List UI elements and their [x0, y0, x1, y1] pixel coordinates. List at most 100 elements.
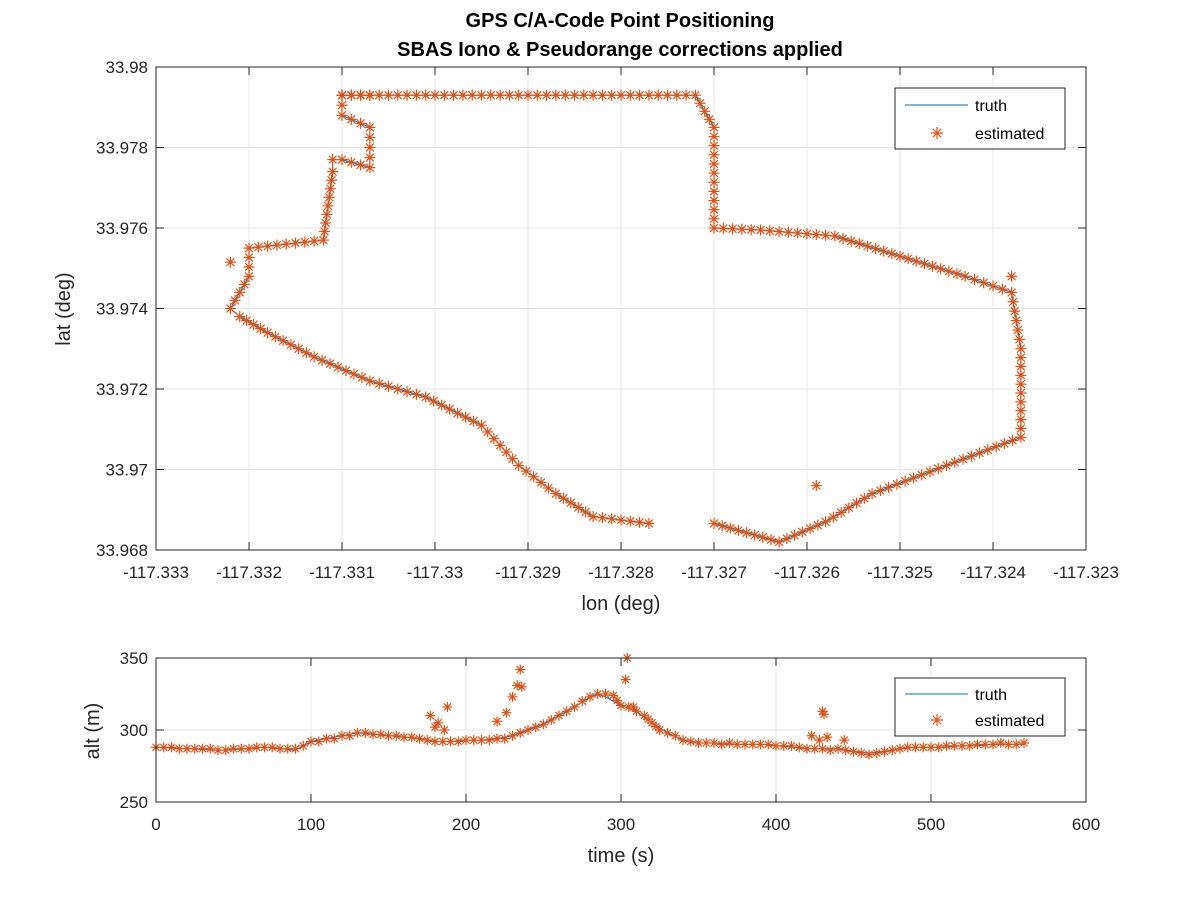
estimated-marker [324, 358, 336, 370]
x-tick-label: 200 [452, 815, 480, 834]
estimated-marker [982, 444, 994, 456]
estimated-marker [1015, 352, 1027, 364]
estimated-marker [234, 311, 246, 323]
estimated-marker [829, 230, 841, 242]
estimated-marker [717, 222, 729, 234]
estimated-marker [166, 742, 177, 753]
estimated-marker [348, 368, 360, 380]
estimated-marker [262, 240, 274, 252]
estimated-marker [520, 465, 532, 477]
estimated-marker [778, 740, 789, 751]
estimated-marker [364, 152, 376, 164]
estimated-marker [643, 517, 655, 529]
estimated-marker [401, 89, 413, 101]
top-y-axis-label: lat (deg) [53, 272, 75, 345]
estimated-marker [652, 89, 664, 101]
estimated-marker [708, 222, 720, 234]
estimated-marker [401, 386, 413, 398]
estimated-marker [580, 506, 592, 518]
estimated-marker [856, 748, 867, 759]
estimated-marker [364, 162, 376, 174]
estimated-marker [620, 674, 631, 685]
estimated-marker [452, 407, 464, 419]
x-tick-label: -117.329 [495, 563, 561, 582]
estimated-marker [918, 258, 930, 270]
estimated-marker [429, 89, 441, 101]
bottom-legend: truth estimated [894, 677, 1066, 737]
estimated-marker [634, 516, 646, 528]
estimated-marker [933, 742, 944, 753]
estimated-marker [364, 142, 376, 153]
estimated-marker [825, 745, 836, 756]
estimated-marker [324, 183, 336, 195]
bottom-x-tick-labels: 0 100 200 300 400 500 600 [151, 815, 1100, 834]
y-tick-label: 33.976 [96, 219, 148, 238]
estimated-marker [932, 463, 944, 475]
estimated-marker [569, 89, 580, 101]
estimated-marker [974, 447, 986, 459]
estimated-marker [238, 278, 250, 290]
estimated-marker [587, 511, 599, 523]
x-tick-label: -117.324 [960, 563, 1026, 582]
estimated-marker [1009, 305, 1021, 317]
estimated-marker [392, 89, 404, 101]
estimated-marker [523, 725, 533, 735]
estimated-marker [244, 743, 254, 754]
estimated-marker [871, 748, 882, 759]
estimated-marker [1003, 739, 1014, 750]
estimated-marker [606, 513, 618, 525]
estimated-marker [1011, 739, 1022, 750]
estimated-marker [835, 506, 847, 518]
estimated-marker [538, 719, 549, 730]
estimated-marker [252, 241, 264, 253]
estimated-marker [392, 383, 404, 395]
estimated-marker [773, 226, 785, 238]
estimated-marker [507, 730, 518, 741]
estimated-marker [1013, 333, 1025, 345]
estimated-marker [344, 730, 355, 741]
estimated-marker [355, 89, 367, 101]
legend-star-marker [931, 714, 943, 726]
estimated-marker [559, 89, 571, 101]
estimated-marker [861, 240, 873, 252]
x-tick-label: 600 [1072, 815, 1100, 834]
estimated-marker [550, 488, 562, 500]
estimated-marker [864, 749, 874, 760]
estimated-marker [801, 228, 813, 240]
estimated-marker [1019, 737, 1029, 748]
estimated-marker [749, 529, 761, 541]
estimated-marker [724, 522, 736, 534]
estimated-marker [243, 270, 255, 282]
estimated-marker [628, 701, 639, 712]
estimated-marker [485, 89, 497, 101]
top-x-axis-label: lon (deg) [582, 593, 661, 615]
estimated-marker [959, 270, 971, 282]
bottom-legend-box [894, 677, 1066, 737]
estimated-marker [271, 239, 283, 251]
estimated-marker [943, 265, 955, 277]
estimated-marker [468, 415, 480, 427]
y-tick-label: 33.978 [96, 139, 148, 158]
estimated-marker [786, 740, 797, 751]
estimated-marker [420, 89, 432, 101]
estimated-marker [794, 742, 805, 753]
estimated-marker [1010, 315, 1022, 327]
x-tick-label: 500 [917, 815, 945, 834]
x-tick-label: 400 [762, 815, 790, 834]
estimated-marker [736, 223, 748, 235]
estimated-marker [1006, 286, 1018, 298]
estimated-marker [515, 727, 526, 738]
estimated-marker [512, 680, 523, 691]
estimated-marker [327, 154, 339, 166]
bottom-legend-estimated-label: estimated [975, 713, 1044, 730]
estimated-marker [678, 735, 688, 746]
estimated-marker [515, 664, 526, 675]
estimated-marker [300, 347, 312, 359]
x-tick-label: 300 [607, 815, 635, 834]
estimated-marker [870, 243, 882, 255]
estimated-marker [360, 727, 371, 738]
estimated-marker [694, 97, 706, 109]
estimated-marker [430, 722, 440, 733]
estimated-marker [837, 233, 849, 245]
